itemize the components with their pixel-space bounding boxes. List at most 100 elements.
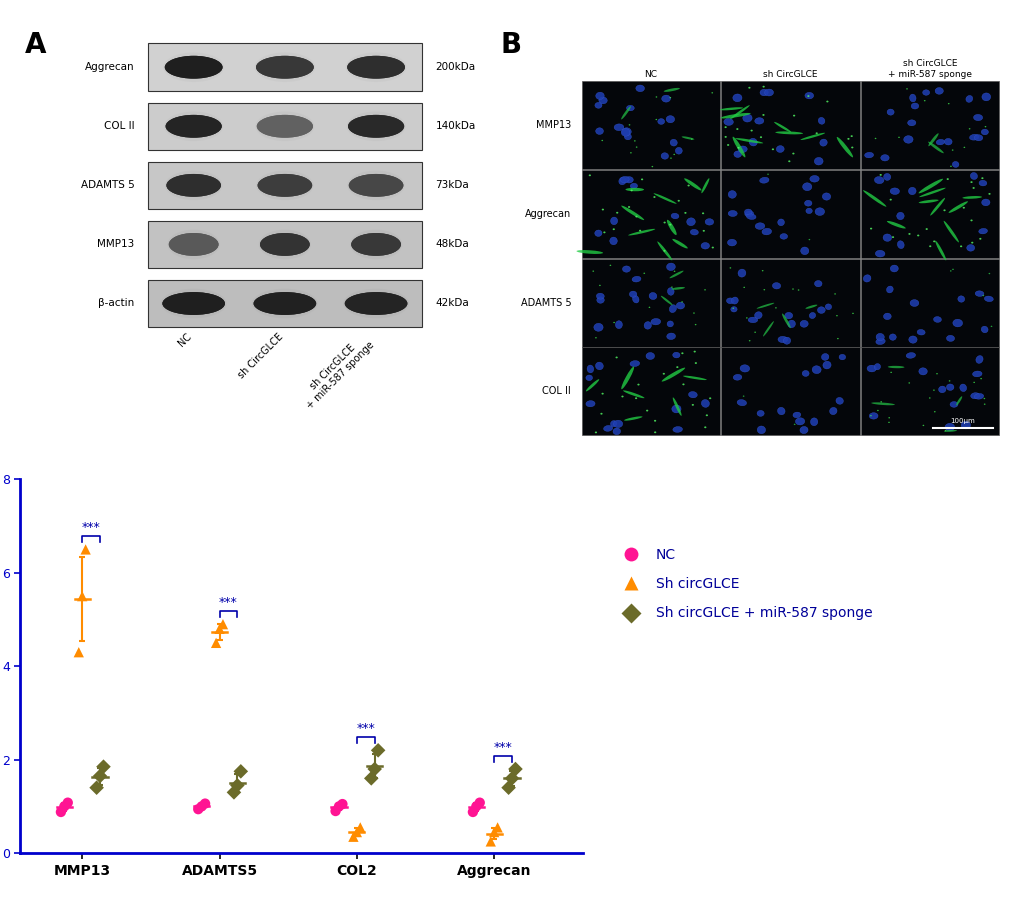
Ellipse shape (874, 251, 884, 257)
Circle shape (971, 187, 974, 189)
Ellipse shape (908, 336, 916, 343)
Ellipse shape (648, 293, 656, 300)
Ellipse shape (668, 304, 676, 313)
Ellipse shape (980, 129, 987, 135)
Point (95, 760, 111, 774)
Circle shape (847, 138, 849, 140)
FancyBboxPatch shape (720, 81, 859, 169)
Circle shape (762, 85, 764, 88)
Ellipse shape (669, 139, 677, 146)
Ellipse shape (585, 375, 592, 381)
Ellipse shape (620, 176, 629, 182)
Point (334, 797, 351, 811)
Text: sh CircGLCE
+ miR-587 sponge: sh CircGLCE + miR-587 sponge (887, 59, 971, 79)
Point (229, 779, 246, 793)
Ellipse shape (632, 277, 640, 282)
Ellipse shape (585, 401, 594, 407)
Circle shape (653, 431, 655, 433)
Ellipse shape (910, 103, 918, 109)
Circle shape (723, 127, 726, 128)
Ellipse shape (890, 265, 898, 272)
Ellipse shape (734, 151, 741, 157)
Ellipse shape (737, 400, 746, 406)
Text: ***: *** (493, 741, 512, 754)
Ellipse shape (756, 303, 773, 309)
Circle shape (968, 128, 969, 129)
Ellipse shape (764, 89, 772, 96)
Ellipse shape (890, 188, 899, 195)
Circle shape (601, 140, 602, 141)
Ellipse shape (882, 313, 891, 320)
Circle shape (763, 289, 764, 290)
Text: ***: *** (82, 522, 101, 534)
Point (215, 617, 231, 631)
Ellipse shape (629, 291, 636, 297)
Circle shape (645, 409, 648, 411)
Ellipse shape (934, 88, 943, 94)
Ellipse shape (256, 56, 314, 79)
Ellipse shape (346, 56, 405, 79)
Text: ADAMTS 5: ADAMTS 5 (81, 180, 135, 190)
FancyBboxPatch shape (860, 259, 999, 347)
Ellipse shape (673, 352, 680, 358)
Circle shape (655, 119, 656, 120)
Ellipse shape (593, 323, 602, 331)
Ellipse shape (650, 319, 660, 325)
Point (211, 621, 227, 636)
Circle shape (989, 326, 991, 327)
Circle shape (792, 153, 794, 154)
Ellipse shape (675, 147, 682, 154)
Circle shape (815, 132, 817, 134)
Circle shape (869, 228, 871, 230)
Circle shape (676, 366, 678, 368)
Circle shape (889, 198, 891, 200)
Circle shape (959, 245, 961, 247)
Text: 73kDa: 73kDa (435, 180, 469, 190)
Ellipse shape (165, 115, 221, 137)
Ellipse shape (661, 95, 669, 102)
Circle shape (944, 430, 946, 431)
Text: 140kDa: 140kDa (435, 121, 475, 131)
Circle shape (932, 390, 933, 391)
Circle shape (662, 250, 665, 251)
Ellipse shape (754, 312, 761, 319)
Circle shape (771, 148, 773, 150)
FancyBboxPatch shape (860, 170, 999, 258)
Ellipse shape (252, 288, 318, 318)
Ellipse shape (656, 242, 672, 260)
Circle shape (710, 92, 712, 93)
FancyBboxPatch shape (581, 259, 719, 347)
Ellipse shape (727, 239, 736, 246)
Ellipse shape (973, 393, 982, 399)
Ellipse shape (672, 405, 681, 413)
Ellipse shape (969, 172, 976, 180)
Circle shape (694, 362, 696, 364)
Ellipse shape (862, 190, 886, 207)
Ellipse shape (347, 171, 405, 200)
Ellipse shape (887, 109, 894, 115)
Ellipse shape (630, 361, 639, 366)
Text: 42kDa: 42kDa (435, 298, 469, 309)
Ellipse shape (728, 210, 737, 216)
Ellipse shape (907, 119, 915, 126)
Ellipse shape (614, 321, 622, 329)
Ellipse shape (165, 171, 222, 200)
Circle shape (836, 315, 837, 316)
Point (363, 771, 379, 786)
Circle shape (602, 232, 605, 233)
Circle shape (850, 146, 853, 148)
Ellipse shape (775, 145, 784, 153)
Ellipse shape (730, 105, 749, 119)
Ellipse shape (774, 131, 802, 135)
Ellipse shape (626, 105, 634, 110)
Ellipse shape (164, 111, 223, 141)
Circle shape (601, 208, 603, 210)
Point (370, 744, 386, 758)
Ellipse shape (784, 313, 792, 319)
Ellipse shape (671, 213, 679, 219)
Circle shape (711, 247, 713, 249)
Ellipse shape (619, 177, 626, 185)
Point (352, 820, 368, 834)
Circle shape (923, 100, 924, 101)
Ellipse shape (944, 138, 951, 145)
